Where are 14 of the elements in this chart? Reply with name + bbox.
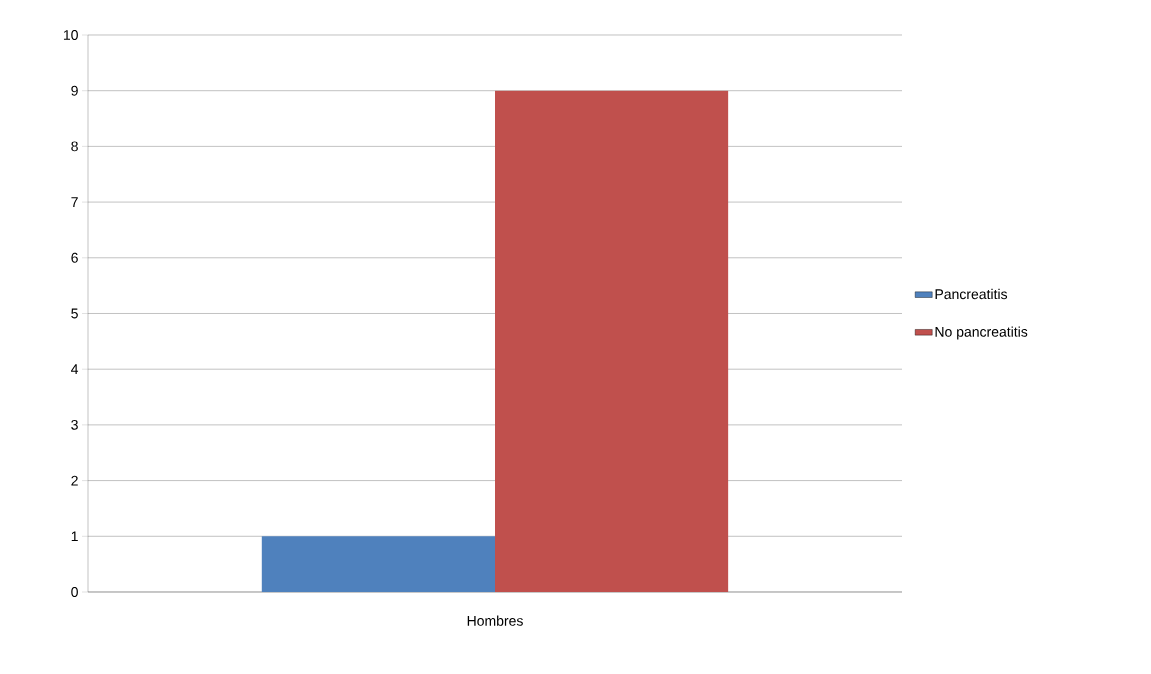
y-tick-label: 3 [71,419,78,430]
y-tick-label: 1 [71,531,78,542]
legend-label: Pancreatitis [935,288,1008,300]
y-tick-label: 6 [71,252,78,263]
y-tick-label: 10 [63,30,78,40]
y-tick-label: 7 [71,197,78,207]
y-tick-label: 4 [71,364,79,374]
y-tick-label: 8 [71,141,78,152]
y-tick-label: 0 [71,587,78,597]
y-tick-label: 5 [71,308,78,319]
y-tick-label: 2 [71,475,78,486]
legend-label: No pancreatitis [935,326,1028,340]
y-tick-label: 9 [71,85,78,96]
x-tick-label: Hombres [467,615,523,626]
